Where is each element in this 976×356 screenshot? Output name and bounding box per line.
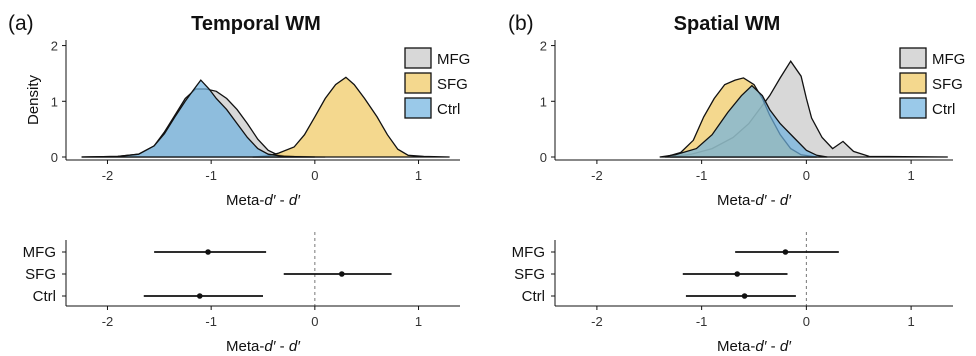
x-axis-label: Meta-d′ - d′ [226,338,301,355]
category-label-sfg: SFG [25,266,56,283]
chart-title: Spatial WM [674,13,781,35]
legend: MFG SFG Ctrl [899,47,965,119]
density-area-ctrl [81,79,315,158]
estimate-point-sfg [339,271,345,277]
x-tick-label: -1 [696,168,708,183]
estimate-point-mfg [782,249,789,255]
x-tick-label: 1 [415,168,422,183]
legend-label-ctrl: Ctrl [437,101,460,118]
y-tick-label: 0 [51,150,58,165]
x-tick-label: 0 [803,314,810,329]
legend-swatch-mfg [404,47,432,69]
category-label-mfg: MFG [23,244,56,261]
chart-title: Temporal WM [191,13,321,35]
legend-label-ctrl: Ctrl [932,101,955,118]
y-tick-label: 1 [51,94,58,109]
x-tick-label: -2 [102,314,114,329]
category-label-sfg: SFG [514,266,545,283]
x-tick-label: 1 [415,314,422,329]
density-panel-b: (b) Spatial WM 0 1 2 -2 -1 0 1 Meta-d′ - d′ MFG SFG… [508,12,965,209]
x-tick-label: -1 [205,314,217,329]
x-axis-label: Meta-d′ - d′ [226,192,301,209]
legend-swatch-sfg [899,72,927,94]
x-tick-label: 0 [803,168,810,183]
legend-label-mfg: MFG [437,51,470,68]
x-tick-label: 1 [907,314,914,329]
x-tick-label: 0 [311,314,318,329]
y-tick-label: 2 [540,39,547,54]
forest-panel-b: MFG SFG Ctrl -2 -1 0 1 Meta-d′ - d′ [512,232,953,355]
legend: MFG SFG Ctrl [404,47,470,119]
y-tick-label: 1 [540,94,547,109]
legend-swatch-sfg [404,72,432,94]
legend-swatch-mfg [899,47,927,69]
panel-letter: (a) [8,12,34,35]
x-tick-label: -2 [102,168,114,183]
category-label-mfg: MFG [512,244,545,261]
x-axis-label: Meta-d′ - d′ [717,338,792,355]
x-axis-label: Meta-d′ - d′ [717,192,792,209]
estimate-point-ctrl [196,293,203,299]
forest-panel-a: MFG SFG Ctrl -2 -1 0 1 Meta-d′ - d′ [23,232,460,355]
y-tick-label: 0 [540,150,547,165]
legend-label-sfg: SFG [932,76,963,93]
estimate-point-mfg [205,249,211,255]
legend-swatch-ctrl [404,97,432,119]
category-label-ctrl: Ctrl [522,288,545,305]
panel-letter: (b) [508,12,534,35]
density-area-sfg [252,76,450,158]
x-tick-label: -2 [591,168,603,183]
legend-swatch-ctrl [899,97,927,119]
density-area-ctrl [659,84,828,158]
estimate-point-sfg [734,271,741,277]
legend-label-sfg: SFG [437,76,468,93]
y-tick-label: 2 [51,39,58,54]
estimate-point-ctrl [741,293,748,299]
x-tick-label: -1 [205,168,217,183]
x-tick-label: 1 [907,168,914,183]
density-panel-a: (a) Temporal WM 0 1 2 -2 -1 0 1 Meta-d′ - d′ Densi… [8,12,470,209]
x-tick-label: -2 [591,314,603,329]
category-label-ctrl: Ctrl [33,288,56,305]
legend-label-mfg: MFG [932,51,965,68]
x-tick-label: 0 [311,168,318,183]
y-axis-label: Density [25,74,42,125]
x-tick-label: -1 [696,314,708,329]
